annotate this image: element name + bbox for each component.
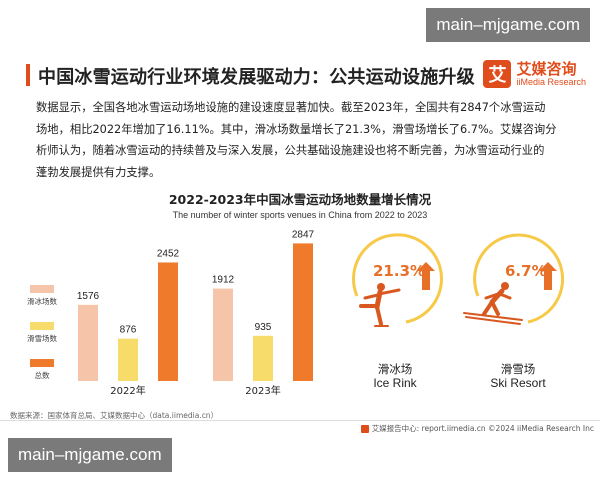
ski-up-arrow-icon bbox=[539, 262, 557, 290]
ice-up-arrow-icon bbox=[417, 262, 435, 290]
bar-2023年-总数 bbox=[293, 243, 313, 381]
paragraph-line: 析师认为，随着冰雪运动的持续普及与深入发展，公共基础设施建设也将不断完善，为冰雪… bbox=[36, 144, 545, 157]
page-title: 中国冰雪运动行业环境发展驱动力：公共运动设施升级 bbox=[38, 67, 475, 88]
paragraph-line: 场地，相比2022年增加了16.11%。其中，滑冰场数量增长了21.3%，滑雪场… bbox=[36, 122, 557, 136]
bar-value-label: 2847 bbox=[292, 229, 315, 240]
bar-value-label: 2452 bbox=[157, 248, 180, 259]
category-tick-label: 2022年 bbox=[110, 384, 145, 397]
ski-growth-percent: 6.7% bbox=[505, 262, 547, 280]
watermark-top: main–mjgame.com bbox=[426, 8, 590, 42]
ski-resort-label-en: Ski Resort bbox=[490, 376, 546, 390]
ski-resort-label-cn: 滑雪场 bbox=[500, 362, 536, 376]
legend-swatch-total bbox=[30, 359, 54, 367]
bar-2023年-滑冰场数 bbox=[213, 288, 233, 381]
summary-paragraph: 数据显示，全国各地冰雪运动场地设施的建设速度显著加快。截至2023年，全国共有2… bbox=[36, 97, 566, 183]
footer-divider bbox=[0, 420, 600, 421]
ski-ring-arc bbox=[473, 233, 565, 324]
legend-swatch-ice bbox=[30, 285, 54, 293]
legend-swatch-ski bbox=[30, 322, 54, 330]
bar-2023年-滑雪场数 bbox=[253, 335, 273, 381]
bar-value-label: 1912 bbox=[212, 275, 235, 286]
ice-growth-percent: 21.3% bbox=[373, 262, 426, 280]
credit-logo-icon bbox=[360, 424, 369, 433]
bar-2022年-总数 bbox=[158, 262, 178, 381]
legend-item-ice: 滑冰场数 bbox=[22, 285, 62, 307]
footer-credit: 艾媒报告中心: report.iimedia.cn ©2024 iiMedia … bbox=[360, 423, 594, 434]
ice-rink-label-en: Ice Rink bbox=[373, 376, 417, 390]
credit-text: 艾媒报告中心: report.iimedia.cn ©2024 iiMedia … bbox=[371, 424, 594, 433]
bar-2022年-滑雪场数 bbox=[118, 338, 138, 381]
ice-rink-label-cn: 滑冰场 bbox=[377, 362, 413, 376]
chart-subtitle: The number of winter sports venues in Ch… bbox=[172, 210, 428, 220]
legend-label-total: 总数 bbox=[34, 371, 50, 380]
ice-skater-icon bbox=[359, 283, 401, 327]
logo-text-en: iiMedia Research bbox=[516, 76, 586, 87]
bar-value-label: 876 bbox=[120, 325, 137, 336]
category-tick-label: 2023年 bbox=[245, 384, 280, 397]
title-accent-bar bbox=[26, 64, 30, 86]
brand-logo[interactable]: 艾 艾媒咨询 iiMedia Research bbox=[483, 60, 586, 88]
ice-ring-arc bbox=[352, 233, 443, 324]
bar-value-label: 935 bbox=[255, 322, 272, 333]
bar-2022年-滑冰场数 bbox=[78, 304, 98, 381]
legend-label-ski: 滑雪场数 bbox=[27, 334, 57, 343]
legend-item-ski: 滑雪场数 bbox=[22, 322, 62, 344]
bar-value-label: 1576 bbox=[77, 291, 100, 302]
watermark-bottom: main–mjgame.com bbox=[8, 438, 172, 472]
legend-label-ice: 滑冰场数 bbox=[27, 297, 57, 306]
logo-mark-icon: 艾 bbox=[483, 60, 512, 88]
legend-item-total: 总数 bbox=[22, 359, 62, 381]
skier-icon bbox=[463, 282, 523, 325]
ski-growth-graphic bbox=[463, 233, 565, 325]
data-source-note: 数据来源：国家体育总局、艾媒数据中心（data.iimedia.cn） bbox=[10, 411, 219, 420]
paragraph-line: 蓬勃发展提供有力支撑。 bbox=[36, 165, 161, 179]
ice-growth-graphic bbox=[352, 233, 443, 327]
paragraph-line: 数据显示，全国各地冰雪运动场地设施的建设速度显著加快。截至2023年，全国共有2… bbox=[36, 101, 546, 114]
logo-text-cn: 艾媒咨询 bbox=[516, 59, 577, 78]
chart-title: 2022-2023年中国冰雪运动场地数量增长情况 bbox=[168, 192, 432, 207]
